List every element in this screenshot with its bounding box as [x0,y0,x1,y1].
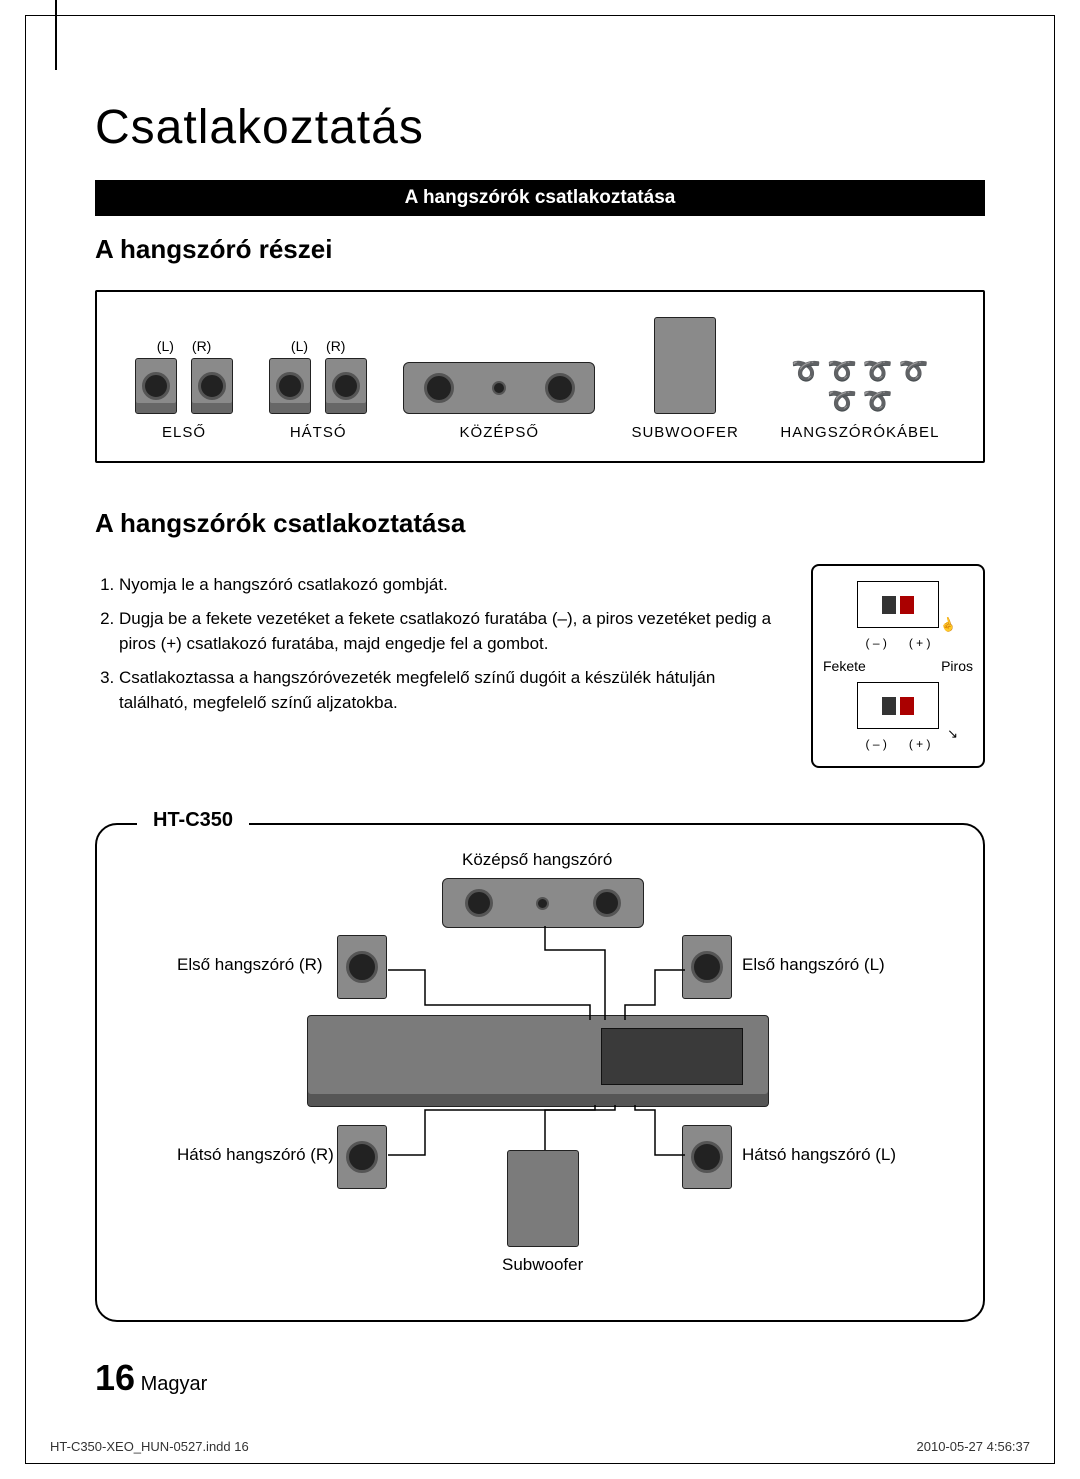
terminal-bottom: ↘ [857,682,939,729]
red-label: Piros [941,658,973,674]
label-sub: Subwoofer [502,1255,583,1275]
page-lang: Magyar [141,1373,208,1395]
step-item: Csatlakoztassa a hangszóróvezeték megfel… [119,665,781,716]
main-unit-icon [307,1015,769,1107]
wiring-diagram: Középső hangszóró Első hangszóró (R) Els… [122,850,958,1290]
black-label: Fekete [823,658,866,674]
plus-label: ( + ) [909,737,931,751]
model-box: HT-C350 Középső hangszóró Első hangszóró… [95,823,985,1322]
center-speaker-icon [403,362,595,414]
speaker-icon [682,1125,732,1189]
page-number: 16 Magyar [95,1357,207,1399]
imprint-date: 2010-05-27 4:56:37 [917,1439,1030,1454]
arrow-icon: ↘ [947,726,958,742]
part-label: HANGSZÓRÓKÁBEL [780,424,939,441]
connect-heading: A hangszórók csatlakoztatása [95,508,985,539]
section-banner: A hangszórók csatlakoztatása [95,180,985,216]
part-cable: ➰➰➰ ➰➰➰ HANGSZÓRÓKÁBEL [775,360,945,441]
step-item: Nyomja le a hangszóró csatlakozó gombját… [119,572,781,598]
label-rear-r: Hátsó hangszóró (R) [177,1145,334,1165]
part-rear: (L) (R) HÁTSÓ [269,338,367,441]
label-rear-l: Hátsó hangszóró (L) [742,1145,896,1165]
crop-mark [55,0,57,70]
terminal-diagram: ☝ ( – ) ( + ) Fekete Piros ↘ ( – ) ( + ) [811,564,985,768]
page-title: Csatlakoztatás [95,100,985,155]
cable-icons: ➰➰➰ ➰➰➰ [775,360,945,414]
parts-heading: A hangszóró részei [95,234,985,265]
part-label: HÁTSÓ [290,424,347,441]
minus-label: ( – ) [865,737,886,751]
steps-list: Nyomja le a hangszóró csatlakozó gombját… [95,572,781,724]
label-r: (R) [192,338,211,354]
hand-icon: ☝ [938,615,959,636]
speaker-icon [682,935,732,999]
part-label: KÖZÉPSŐ [460,424,540,441]
label-r: (R) [326,338,345,354]
speaker-icon [135,358,177,414]
part-label: SUBWOOFER [631,424,738,441]
speaker-icon [325,358,367,414]
imprint-file: HT-C350-XEO_HUN-0527.indd 16 [50,1439,249,1454]
page-no: 16 [95,1357,135,1398]
part-front: (L) (R) ELSŐ [135,338,233,441]
label-l: (L) [157,338,174,354]
step-item: Dugja be a fekete vezetéket a fekete csa… [119,606,781,657]
plus-label: ( + ) [909,636,931,650]
speaker-icon [269,358,311,414]
speaker-icon [191,358,233,414]
subwoofer-icon [507,1150,579,1247]
label-front-l: Első hangszóró (L) [742,955,885,975]
parts-box: (L) (R) ELSŐ (L) (R) HÁTSÓ [95,290,985,463]
terminal-top: ☝ [857,581,939,628]
subwoofer-icon [654,317,716,414]
label-l: (L) [291,338,308,354]
speaker-icon [337,1125,387,1189]
model-tag: HT-C350 [137,809,249,832]
label-center: Középső hangszóró [462,850,612,870]
imprint: HT-C350-XEO_HUN-0527.indd 16 2010-05-27 … [50,1439,1030,1454]
center-speaker-icon [442,878,644,928]
part-label: ELSŐ [162,424,206,441]
part-subwoofer: SUBWOOFER [631,317,738,441]
label-front-r: Első hangszóró (R) [177,955,323,975]
minus-label: ( – ) [865,636,886,650]
part-center: KÖZÉPSŐ [403,344,595,441]
speaker-icon [337,935,387,999]
